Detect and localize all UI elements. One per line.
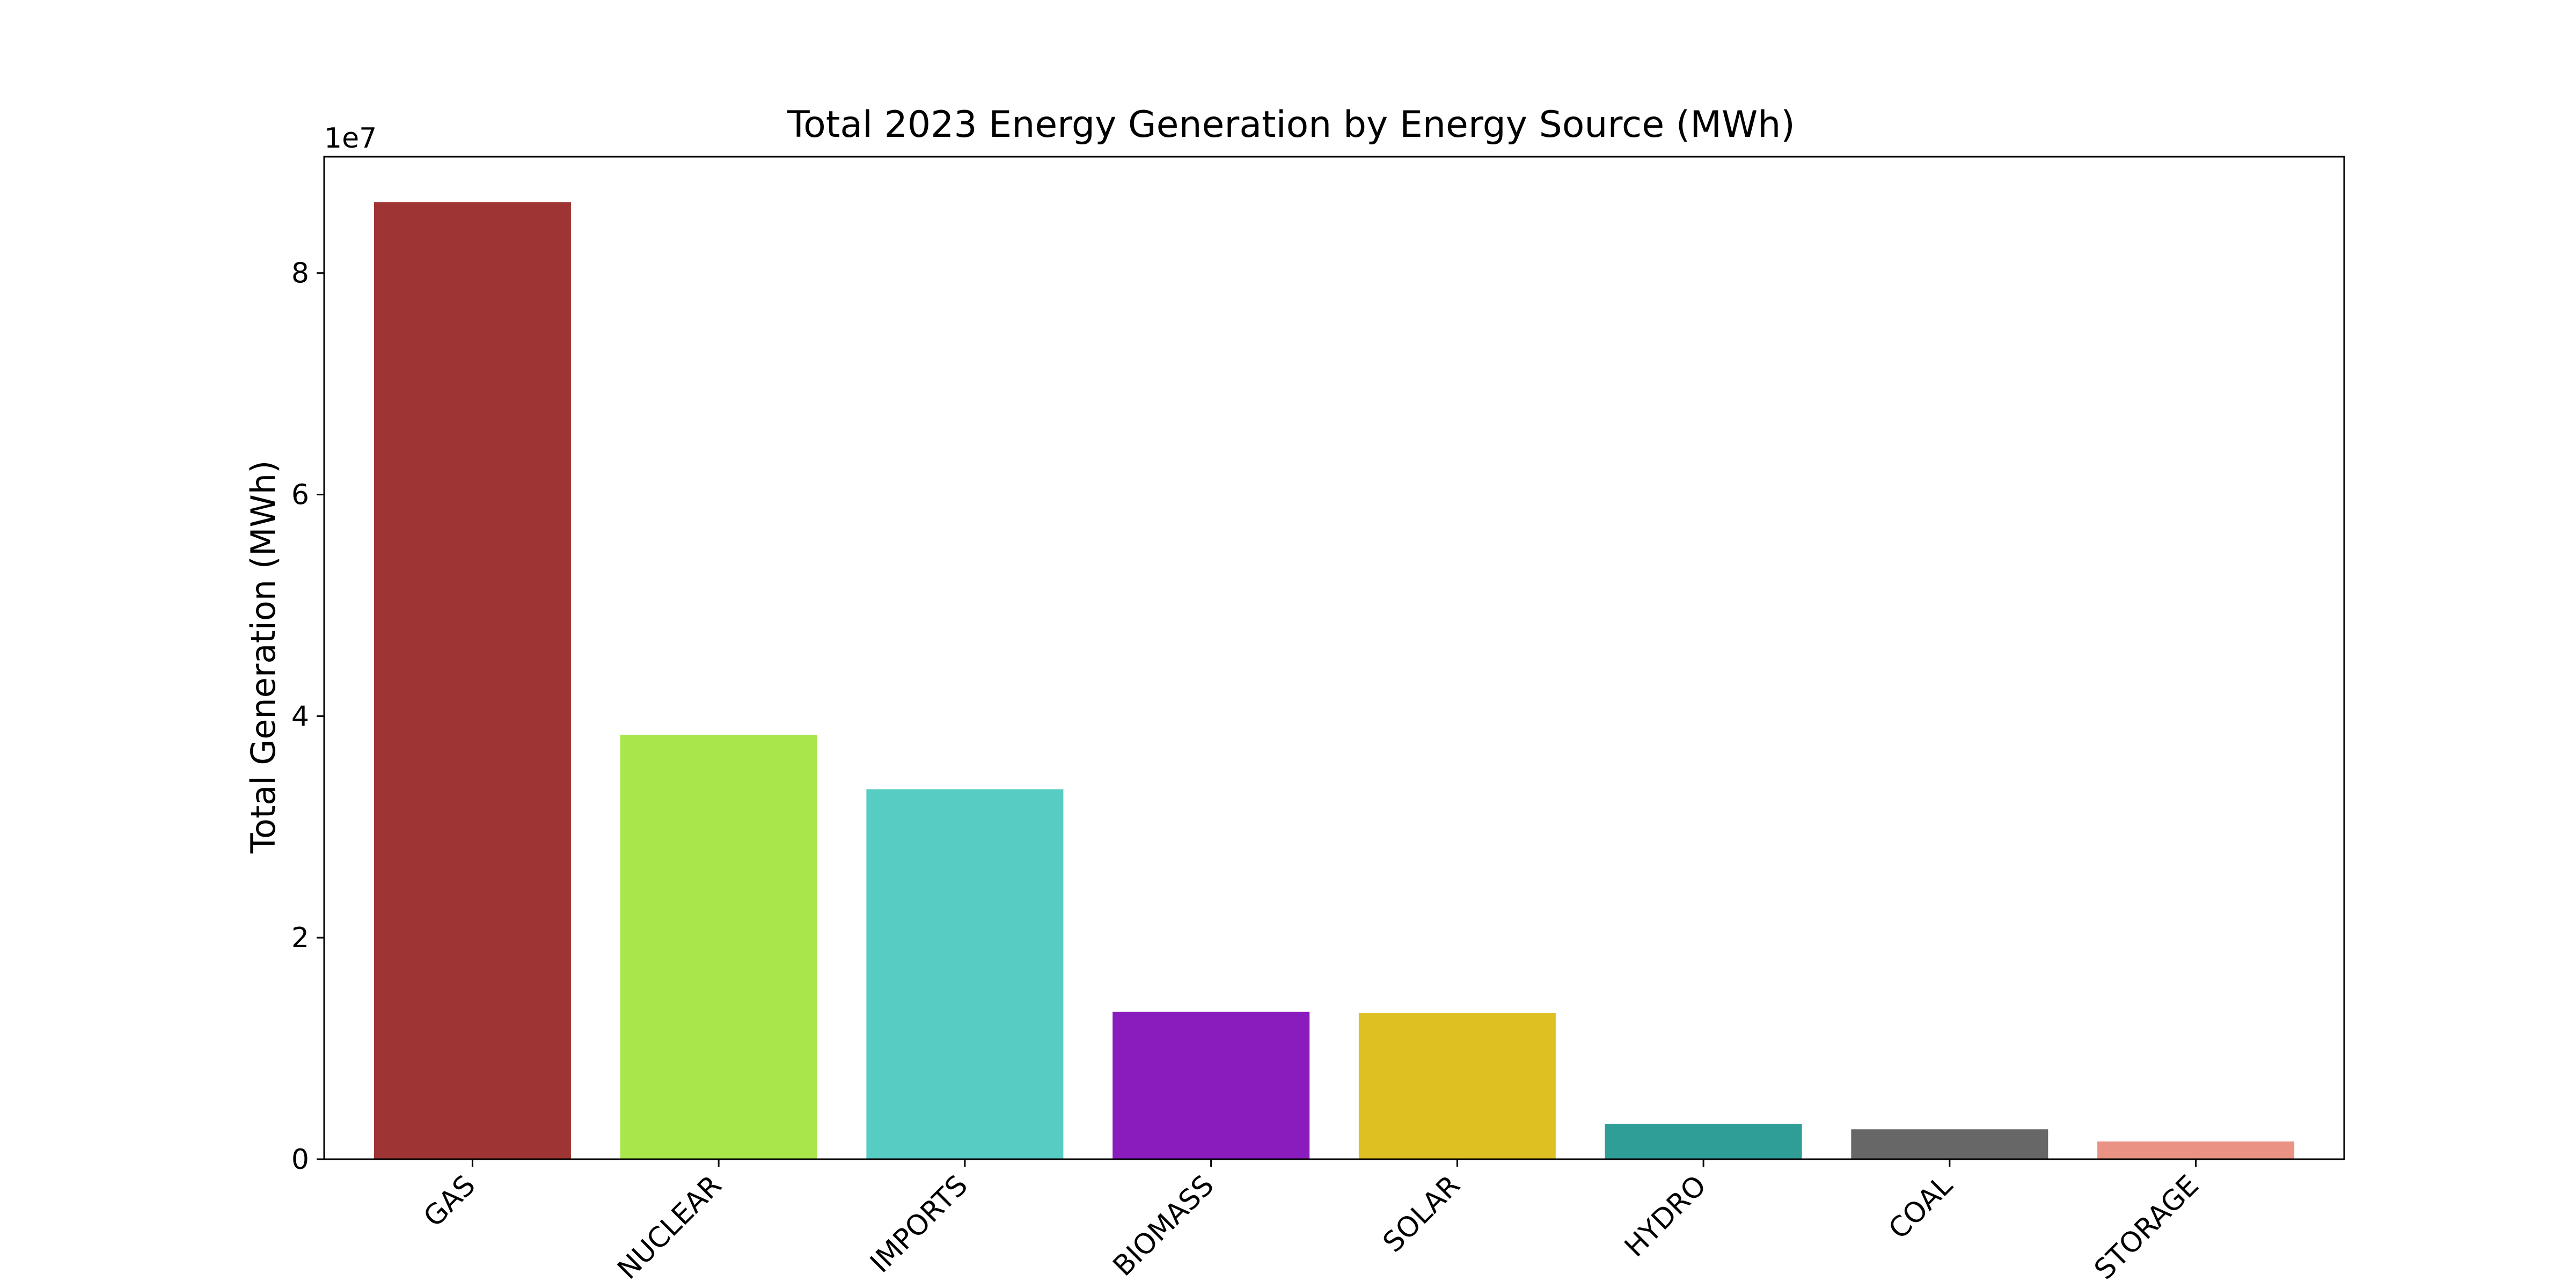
x-tick-label-coal: COAL [1883,1169,1959,1246]
y-tick-label: 6 [291,479,309,511]
x-tick-label-hydro: HYDRO [1619,1169,1713,1263]
y-axis-offset-label: 1e7 [324,122,377,155]
x-axis-ticks: GAS NUCLEAR IMPORTS BIOMASS SOLAR HYDRO COAL ST… [418,1159,2205,1286]
y-tick-label: 4 [291,700,309,733]
bar-hydro [1605,1123,1802,1159]
y-tick-label: 2 [291,922,309,954]
x-tick-label-imports: IMPORTS [864,1169,974,1279]
plot-frame [323,156,2345,1160]
bar-nuclear [620,735,817,1159]
bar-imports [866,789,1064,1159]
bar-biomass [1113,1012,1310,1159]
bar-gas [374,202,571,1159]
x-tick-label-storage: STORAGE [2088,1169,2205,1286]
x-tick-label-solar: SOLAR [1377,1169,1467,1259]
x-tick-label-nuclear: NUCLEAR [611,1169,728,1286]
bar-storage [2097,1141,2295,1159]
chart-title: Total 2023 Energy Generation by Energy S… [787,104,1795,146]
bar-solar [1358,1013,1556,1159]
y-tick-label: 8 [291,258,309,290]
x-tick-label-biomass: BIOMASS [1107,1169,1220,1283]
y-axis-label: Total Generation (MWh) [244,460,283,854]
bar-coal [1851,1129,2048,1159]
y-axis-ticks: 0 2 4 6 8 [291,258,324,1176]
y-tick-label: 0 [291,1144,309,1176]
x-tick-label-gas: GAS [418,1169,481,1233]
bars-group [374,202,2295,1159]
